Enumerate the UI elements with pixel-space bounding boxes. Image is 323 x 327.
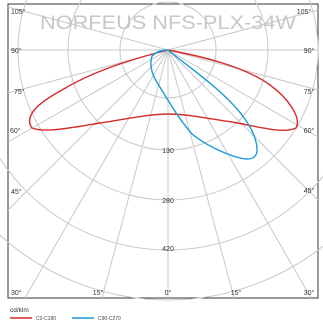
angle-label-45-right: 45°	[304, 187, 315, 195]
legend-label-c90: C90-C270	[98, 316, 121, 322]
angle-label-90-right: 90°	[304, 47, 315, 55]
grid-circle-4	[0, 157, 323, 251]
grid-ray-30-left	[24, 49, 169, 299]
grid-ray-105-right	[167, 9, 319, 51]
grid-circle-5	[0, 234, 323, 301]
curve-c90-c270	[150, 49, 258, 160]
angle-label-30-left: 30°	[11, 289, 22, 297]
angle-label-15-right: 15°	[231, 289, 242, 297]
angle-label-90-left: 90°	[11, 47, 22, 55]
angle-label-75-right: 75°	[304, 88, 315, 96]
grid-ray-45-left	[7, 49, 169, 211]
legend-label-c0: C0-C180	[36, 316, 56, 322]
angle-label-15-left: 15°	[93, 289, 104, 297]
diagram-frame	[7, 3, 319, 299]
grid-ray-15-right	[167, 49, 235, 299]
curve-c0-c180	[28, 49, 299, 131]
grid-ray-60-left	[7, 49, 169, 143]
angle-label-0: 0°	[165, 289, 172, 297]
angle-label-60-right: 60°	[304, 127, 315, 135]
legend: C0-C180 C90-C270	[10, 316, 121, 322]
grid-ray-105-left	[7, 6, 169, 51]
angle-label-105-right: 105°	[297, 8, 312, 16]
angle-label-60-left: 60°	[10, 127, 21, 135]
angle-label-30-right: 30°	[304, 289, 315, 297]
diagram-title: NORFEUS NFS-PLX-34W	[40, 12, 297, 34]
grid-ray-60-right	[167, 49, 319, 138]
unit-label: cd/klm	[10, 307, 29, 314]
scale-label-3: 420	[162, 246, 174, 253]
scale-label-1: 130	[162, 148, 174, 155]
scale-label-2: 280	[162, 198, 174, 205]
angle-label-45-left: 45°	[11, 188, 22, 196]
angle-label-75-left: 75°	[14, 88, 25, 96]
polar-grid	[0, 0, 323, 301]
grid-ray-30-right	[167, 49, 312, 299]
grid-ray-15-left	[101, 49, 169, 299]
grid-ray-45-right	[167, 49, 319, 201]
angle-label-105-left: 105°	[11, 8, 26, 16]
